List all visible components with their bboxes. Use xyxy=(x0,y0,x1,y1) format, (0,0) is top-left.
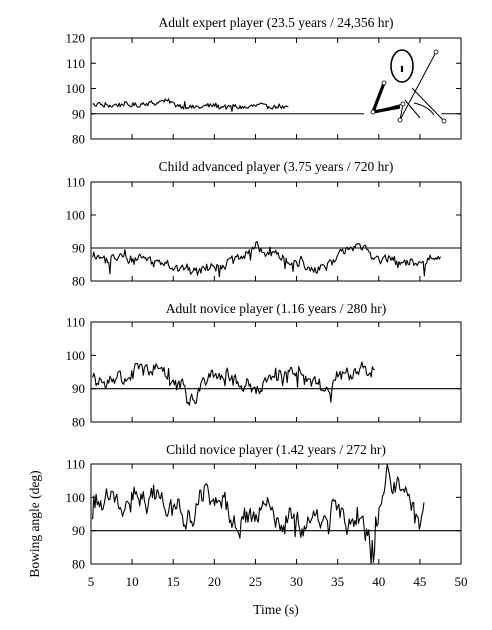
y-tick-label: 110 xyxy=(66,315,85,330)
y-tick-label: 110 xyxy=(66,457,85,472)
panel-2: Child advanced player (3.75 years / 720 … xyxy=(66,159,462,289)
bow-arm-segment xyxy=(371,82,386,113)
y-axis-label: Bowing angle (deg) xyxy=(27,470,42,577)
x-tick-label: 25 xyxy=(249,574,262,589)
chart-panels: Adult expert player (23.5 years / 24,356… xyxy=(66,15,462,572)
panel-title: Adult novice player (1.16 years / 280 hr… xyxy=(166,301,386,316)
joint-marker xyxy=(400,101,406,107)
y-tick-label: 80 xyxy=(72,132,85,147)
string-line xyxy=(411,87,445,122)
x-axis-label: Time (s) xyxy=(253,602,299,617)
plot-frame xyxy=(90,463,462,565)
x-tick-label: 20 xyxy=(208,574,221,589)
bowing-angle-trace xyxy=(92,241,441,278)
joint-marker xyxy=(397,117,403,123)
joint-marker xyxy=(441,118,447,124)
y-tick-label: 80 xyxy=(72,274,85,289)
y-tick-label: 90 xyxy=(72,381,85,396)
bowing-angle-trace xyxy=(92,463,425,565)
panel-1: Adult expert player (23.5 years / 24,356… xyxy=(66,15,462,147)
y-tick-label: 100 xyxy=(66,490,86,505)
bow-line xyxy=(372,103,404,113)
x-tick-label: 10 xyxy=(126,574,139,589)
x-tick-label: 45 xyxy=(413,574,426,589)
x-tick-label: 30 xyxy=(290,574,303,589)
panel-4: Child novice player (1.42 years / 272 hr… xyxy=(66,442,462,572)
time-axis: 5 10 15 20 25 30 35 40 45 50 xyxy=(88,574,468,589)
x-tick-label: 40 xyxy=(372,574,385,589)
joint-marker xyxy=(433,49,439,55)
bow-stick-line xyxy=(399,51,437,121)
panel-title: Child advanced player (3.75 years / 720 … xyxy=(159,159,394,174)
x-tick-label: 50 xyxy=(455,574,468,589)
angle-line xyxy=(404,99,421,119)
angle-arc xyxy=(413,102,435,116)
panel-title: Adult expert player (23.5 years / 24,356… xyxy=(158,15,393,30)
bowing-angle-trace xyxy=(92,98,289,112)
x-tick-label: 35 xyxy=(331,574,344,589)
y-tick-label: 80 xyxy=(72,415,85,430)
y-tick-label: 120 xyxy=(66,31,86,46)
bow-line xyxy=(399,103,404,121)
y-tick-label: 90 xyxy=(72,106,85,121)
x-tick-label: 5 xyxy=(88,574,95,589)
plot-frame xyxy=(90,181,462,282)
violin-bow-inset xyxy=(370,49,447,124)
panel-3: Adult novice player (1.16 years / 280 hr… xyxy=(66,301,462,430)
y-tick-label: 100 xyxy=(66,81,86,96)
y-tick-label: 90 xyxy=(72,523,85,538)
joint-marker xyxy=(370,109,376,115)
panel-title: Child novice player (1.42 years / 272 hr… xyxy=(166,442,386,457)
bowing-angle-trace xyxy=(92,361,375,406)
y-tick-label: 100 xyxy=(66,208,86,223)
y-tick-label: 100 xyxy=(66,348,86,363)
plot-frame xyxy=(90,37,462,140)
plot-frame xyxy=(90,321,462,423)
joint-marker xyxy=(381,80,387,86)
x-tick-label: 15 xyxy=(167,574,180,589)
y-tick-label: 110 xyxy=(66,175,85,190)
y-tick-label: 80 xyxy=(72,557,85,572)
y-tick-label: 110 xyxy=(66,56,85,71)
violin-body-shape xyxy=(390,49,414,83)
y-tick-label: 90 xyxy=(72,241,85,256)
